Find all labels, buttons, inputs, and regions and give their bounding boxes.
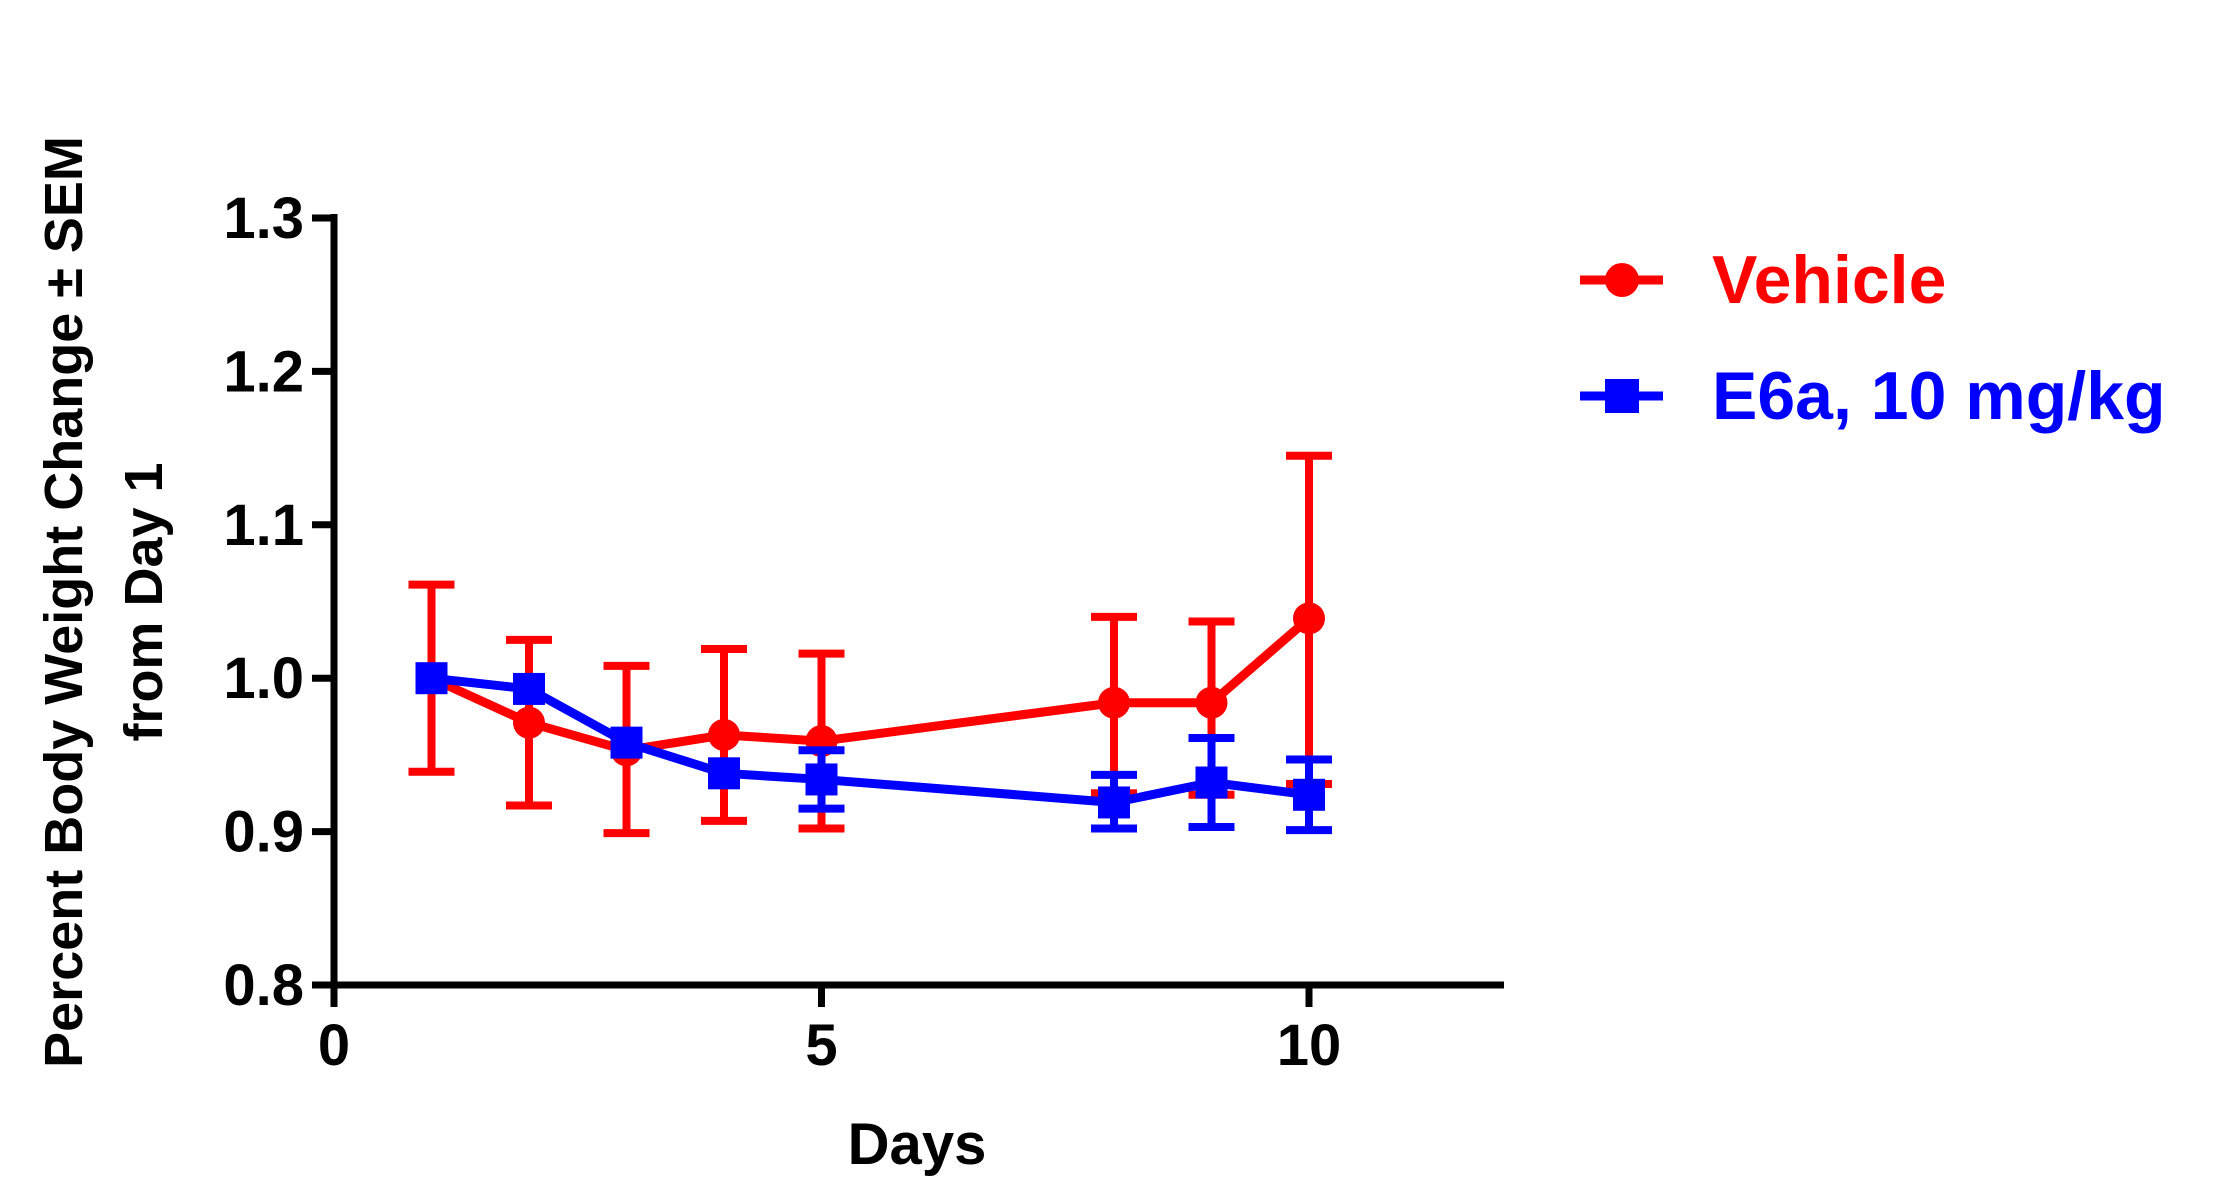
series-line [429,614,1312,755]
legend-label: E6a, 10 mg/kg [1712,358,2166,434]
data-point [610,726,643,759]
y-axis-label-line2: from Day 1 [114,462,174,741]
series-e6a [415,662,1332,835]
x-tick-label: 5 [805,1013,837,1078]
data-point [805,763,838,796]
legend: Vehicle E6a, 10 mg/kg [1580,242,2166,434]
data-point [708,718,740,751]
data-point [708,757,740,790]
legend-label: Vehicle [1712,242,1946,318]
y-tick-label: 1.1 [223,493,304,558]
axes: 0.8 0.9 1.0 1.1 1.2 1.3 0 5 10 [223,186,1504,1078]
y-tick-label: 1.0 [223,646,304,711]
legend-item: Vehicle [1580,242,1946,318]
y-tick-label: 0.8 [223,953,304,1018]
y-tick-label: 0.9 [223,800,304,865]
data-point [1293,602,1325,635]
x-axis-label: Days [848,1112,987,1177]
y-tick-label: 1.2 [223,339,304,404]
data-point [1098,686,1130,719]
x-tick-label: 0 [318,1013,350,1078]
data-point [1195,686,1228,719]
data-point [415,662,448,695]
data-point [513,706,545,739]
legend-marker [1605,379,1639,413]
y-tick-label: 1.3 [223,186,304,251]
x-tick-label: 10 [1277,1013,1342,1078]
data-point [513,672,545,705]
series-line [431,673,1310,807]
data-point [1293,778,1325,811]
y-axis-label-line1: Percent Body Weight Change ± SEM [34,136,94,1068]
data-point [1098,786,1130,819]
legend-item: E6a, 10 mg/kg [1580,358,2166,434]
data-point [1195,766,1228,799]
series-vehicle [408,451,1332,838]
series-layer [408,451,1332,838]
legend-marker [1605,263,1639,297]
